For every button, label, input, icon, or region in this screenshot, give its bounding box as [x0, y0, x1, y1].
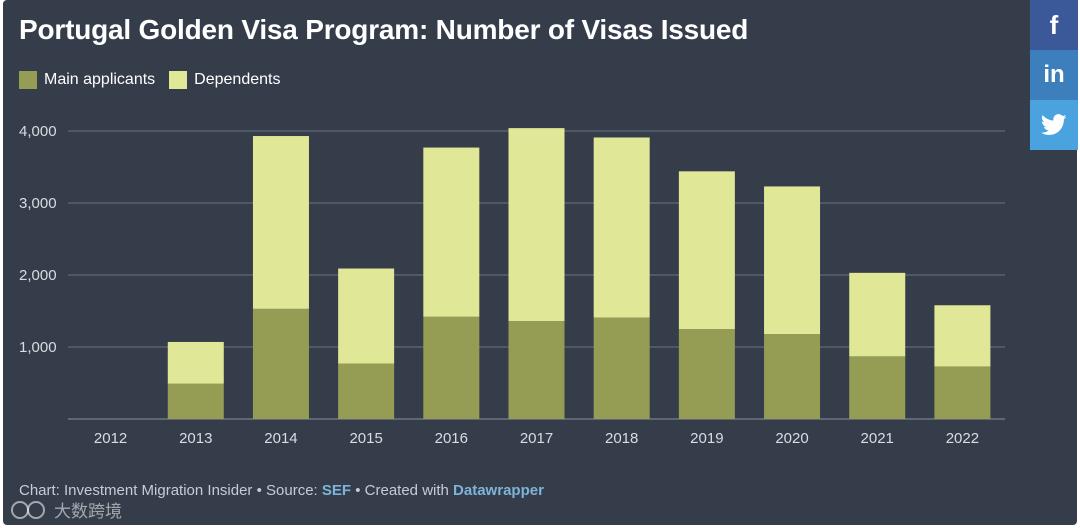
bar-main-applicants-2017 — [508, 321, 565, 419]
x-tick-label: 2018 — [605, 430, 638, 447]
bar-main-applicants-2019 — [678, 329, 735, 419]
watermark-text: 大数跨境 — [54, 502, 122, 522]
bar-dependents-2022 — [934, 305, 991, 367]
x-tick-label: 2012 — [94, 430, 127, 447]
bar-dependents-2014 — [252, 136, 309, 309]
bar-main-applicants-2015 — [338, 363, 395, 419]
bar-main-applicants-2020 — [764, 334, 821, 419]
bar-dependents-2013 — [167, 341, 224, 384]
linkedin-share-button[interactable]: in — [1030, 50, 1078, 100]
legend-label-main-applicants: Main applicants — [44, 71, 156, 88]
legend-item-main-applicants: Main applicants — [19, 71, 155, 89]
legend-swatch-dependents — [169, 71, 188, 89]
bar-main-applicants-2022 — [934, 366, 991, 419]
x-tick-label: 2015 — [349, 430, 382, 447]
bar-dependents-2018 — [593, 137, 650, 318]
facebook-icon: f — [1049, 9, 1059, 40]
datawrapper-link[interactable]: Datawrapper — [453, 482, 544, 499]
x-tick-label: 2019 — [690, 430, 723, 447]
bar-main-applicants-2021 — [849, 356, 906, 419]
x-tick-label: 2014 — [264, 430, 297, 447]
bar-main-applicants-2013 — [167, 383, 224, 419]
legend-swatch-main-applicants — [19, 71, 37, 89]
legend-item-dependents: Dependents — [169, 71, 280, 89]
x-tick-label: 2022 — [946, 430, 979, 447]
bar-dependents-2015 — [338, 268, 395, 364]
bar-dependents-2016 — [423, 147, 480, 317]
legend-label-dependents: Dependents — [194, 71, 281, 88]
x-tick-label: 2021 — [861, 430, 894, 447]
footer-middle: • Created with — [351, 482, 454, 499]
watermark-logo-icon — [11, 500, 45, 519]
y-tick-label: 2,000 — [19, 267, 57, 284]
bar-main-applicants-2016 — [423, 316, 480, 419]
bar-dependents-2020 — [764, 186, 821, 335]
twitter-share-button[interactable] — [1030, 100, 1078, 150]
watermark: 大数跨境 — [10, 497, 122, 522]
y-tick-label: 3,000 — [19, 195, 57, 212]
bar-dependents-2017 — [508, 128, 565, 322]
y-tick-label: 1,000 — [19, 339, 57, 356]
bar-main-applicants-2018 — [593, 317, 650, 419]
facebook-share-button[interactable]: f — [1030, 0, 1078, 50]
chart-title: Portugal Golden Visa Program: Number of … — [19, 14, 749, 45]
bar-dependents-2019 — [678, 171, 735, 329]
twitter-icon — [1041, 114, 1067, 135]
linkedin-icon: in — [1043, 61, 1065, 88]
y-tick-label: 4,000 — [19, 123, 57, 140]
source-link[interactable]: SEF — [321, 482, 352, 499]
chart-footer: Chart: Investment Migration Insider • So… — [19, 482, 544, 499]
chart-legend: Main applicants Dependents — [19, 69, 294, 91]
x-tick-label: 2016 — [435, 430, 468, 447]
bar-dependents-2021 — [849, 272, 906, 357]
footer-prefix: Chart: Investment Migration Insider • So… — [19, 482, 322, 499]
x-tick-label: 2017 — [520, 430, 553, 447]
bar-main-applicants-2014 — [252, 308, 309, 419]
x-tick-label: 2020 — [775, 430, 808, 447]
x-tick-label: 2013 — [179, 430, 212, 447]
